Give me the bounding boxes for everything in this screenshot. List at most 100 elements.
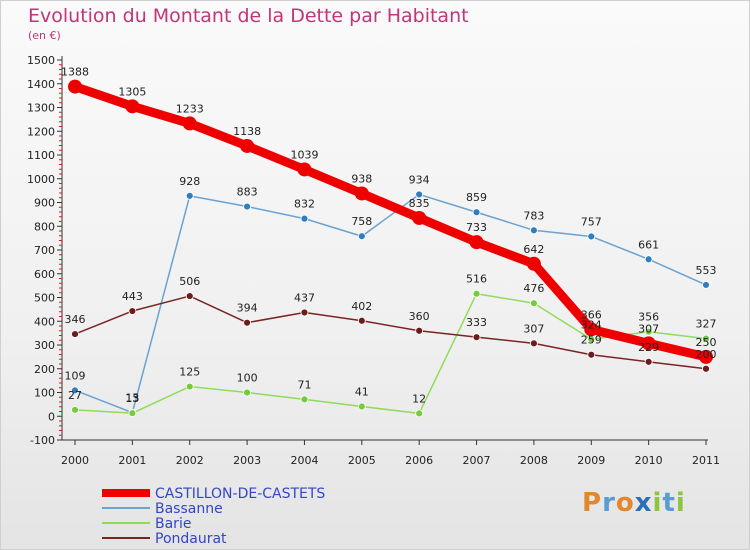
y-tick-label: 100 [34, 387, 55, 400]
data-label: 553 [696, 264, 717, 277]
data-label: 402 [351, 300, 372, 313]
data-point [243, 388, 251, 397]
y-tick-label: -100 [30, 434, 55, 447]
data-label: 1039 [290, 148, 318, 161]
x-tick-label: 2010 [635, 454, 663, 467]
data-point [702, 364, 710, 373]
y-tick-label: 300 [34, 339, 55, 352]
data-label: 333 [466, 316, 487, 329]
y-tick-label: 800 [34, 220, 55, 233]
data-point [702, 334, 710, 343]
x-tick-label: 2009 [577, 454, 605, 467]
data-label: 1305 [118, 85, 146, 98]
data-label: 938 [351, 172, 372, 185]
data-label: 15 [125, 392, 139, 405]
y-tick-label: 1300 [27, 102, 55, 115]
y-tick-label: 1100 [27, 149, 55, 162]
data-point [587, 232, 596, 241]
x-tick-label: 2011 [692, 454, 720, 467]
y-tick-label: 1500 [27, 54, 55, 67]
logo-letter: i [652, 488, 663, 518]
data-point [526, 256, 541, 271]
data-label: 12 [412, 392, 426, 405]
data-point [644, 327, 653, 336]
x-tick-label: 2001 [118, 454, 146, 467]
legend-label: CASTILLON-DE-CASTETS [155, 486, 325, 502]
data-point [240, 138, 255, 153]
data-label: 1233 [176, 102, 204, 115]
data-label: 307 [638, 322, 659, 335]
data-label: 733 [466, 221, 487, 234]
data-point [587, 350, 596, 359]
chart-unit-label: (en €) [28, 29, 61, 42]
y-tick-label: 200 [34, 363, 55, 376]
data-label: 307 [523, 322, 544, 335]
data-point [469, 235, 484, 250]
data-label: 506 [179, 275, 200, 288]
data-point [185, 191, 194, 200]
y-tick-label: 0 [48, 410, 55, 423]
y-tick-label: 1400 [27, 78, 55, 91]
data-point [71, 386, 79, 395]
data-label: 757 [581, 215, 602, 228]
data-point [68, 79, 82, 94]
data-label: 516 [466, 273, 487, 286]
data-point [300, 395, 309, 404]
y-tick-label: 1000 [27, 173, 55, 186]
data-label: 934 [409, 173, 430, 186]
proxiti-logo: Proxiti [582, 488, 686, 518]
data-point [530, 299, 538, 308]
data-label: 642 [523, 243, 544, 256]
data-label: 250 [696, 336, 717, 349]
chart-title: Evolution du Montant de la Dette par Hab… [28, 5, 469, 27]
y-tick-label: 1200 [27, 125, 55, 138]
y-tick-label: 500 [34, 292, 55, 305]
data-point [412, 210, 427, 225]
data-point [243, 318, 251, 327]
logo-letter: r [602, 488, 616, 518]
data-label: 100 [237, 372, 258, 385]
logo-letter: i [675, 488, 686, 518]
data-point [530, 226, 538, 235]
data-label: 229 [638, 341, 659, 354]
x-tick-label: 2002 [176, 454, 204, 467]
data-point [297, 162, 312, 177]
logo-letter: t [662, 488, 676, 518]
data-point [182, 116, 197, 131]
data-point [357, 232, 366, 241]
data-label: 324 [581, 318, 602, 331]
data-label: 41 [355, 386, 369, 399]
data-point [243, 202, 251, 211]
data-point [185, 292, 194, 300]
data-label: 1388 [61, 66, 89, 79]
data-label: 1138 [233, 125, 261, 138]
legend-label: Pondaurat [155, 531, 227, 547]
x-tick-label: 2003 [233, 454, 261, 467]
data-label: 476 [523, 282, 544, 295]
data-point [472, 333, 481, 342]
data-label: 832 [294, 198, 315, 211]
x-tick-label: 2007 [463, 454, 491, 467]
data-point [472, 208, 481, 217]
data-label: 835 [409, 197, 430, 210]
x-tick-label: 2000 [61, 454, 89, 467]
data-label: 661 [638, 238, 659, 251]
data-point [702, 281, 710, 289]
data-point [185, 382, 194, 391]
x-tick-label: 2005 [348, 454, 376, 467]
data-point [644, 255, 653, 264]
x-tick-label: 2008 [520, 454, 548, 467]
data-point [530, 339, 538, 348]
data-label: 259 [581, 334, 602, 347]
series-line-barie [74, 292, 707, 415]
logo-letter: x [634, 488, 653, 518]
data-label: 125 [179, 366, 200, 379]
logo-letter: o [615, 488, 635, 518]
data-point [584, 322, 599, 337]
data-point [128, 307, 137, 315]
data-label: 346 [65, 313, 86, 326]
data-label: 758 [351, 215, 372, 228]
series-line-pondaurat [74, 295, 707, 370]
data-label: 366 [581, 308, 602, 321]
